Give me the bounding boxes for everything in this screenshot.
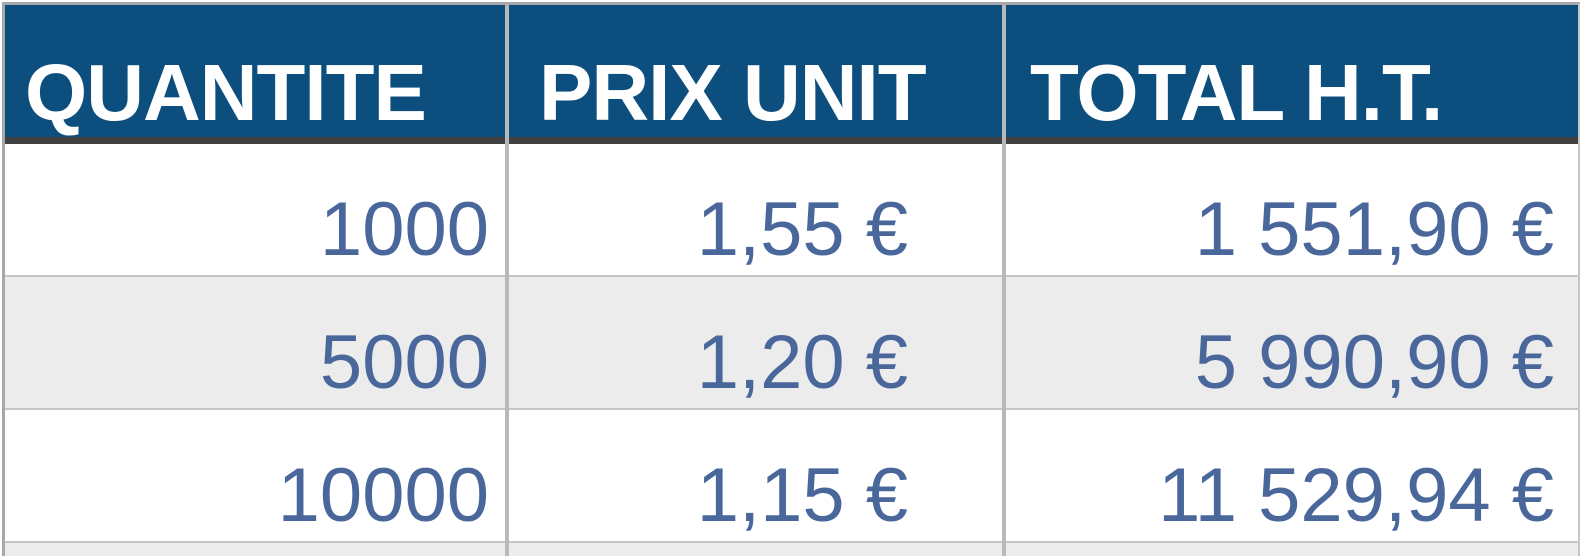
header-cell-quantite: QUANTITE [5,5,509,137]
table-row: 10000 1,15 € 11 529,94 € [5,410,1578,543]
cell-quantite: 1000 [319,187,489,272]
cell-quantite: 5000 [319,320,489,405]
column-divider [505,5,509,556]
header-shadow-strip [5,137,1578,144]
header-label-total-ht: TOTAL H.T. [1030,48,1443,137]
cell-prix-unit: 1,55 € [696,187,908,272]
header-cell-prix-unit: PRIX UNIT [509,5,1004,137]
cell-total-ht: 5 990,90 € [1194,320,1554,405]
partial-next-row [5,543,1578,556]
column-divider [1002,5,1006,556]
header-label-quantite: QUANTITE [25,48,427,137]
header-label-prix-unit: PRIX UNIT [539,48,927,137]
cell-quantite: 10000 [277,453,489,538]
header-cell-total-ht: TOTAL H.T. [1004,5,1578,137]
cell-prix-unit: 1,15 € [696,453,908,538]
cell-total-ht: 1 551,90 € [1194,187,1554,272]
table-row: 1000 1,55 € 1 551,90 € [5,144,1578,277]
cell-prix-unit: 1,20 € [696,320,908,405]
table-row: 5000 1,20 € 5 990,90 € [5,277,1578,410]
table-header-row: QUANTITE PRIX UNIT TOTAL H.T. [5,5,1578,137]
cell-total-ht: 11 529,94 € [1158,453,1554,538]
